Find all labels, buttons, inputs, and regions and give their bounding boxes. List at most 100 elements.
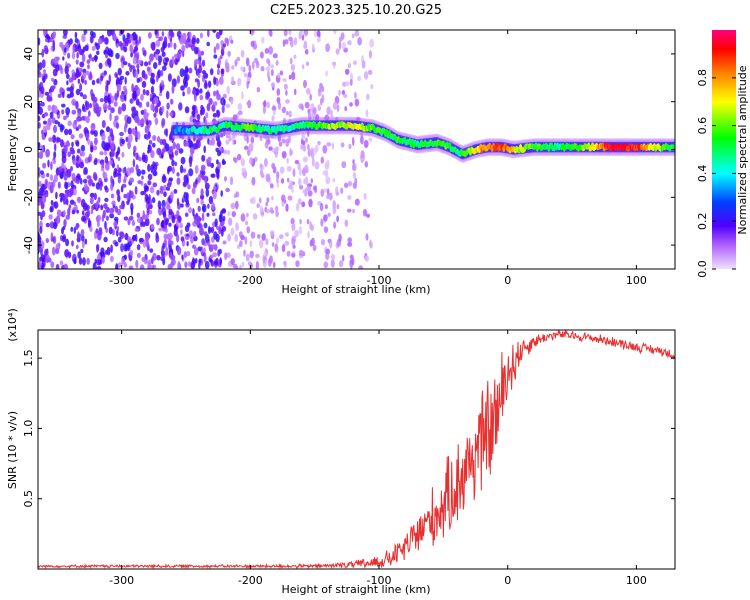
spectrogram-cell	[96, 219, 100, 228]
spectrogram-cell	[92, 145, 98, 151]
spectrogram-cell	[170, 31, 175, 38]
spectrogram-cell	[291, 253, 296, 258]
spectrogram-cell	[265, 238, 269, 246]
spectrogram-cell	[150, 103, 155, 111]
spectrogram-cell	[45, 148, 50, 158]
spectrogram-cell	[285, 99, 290, 104]
spectrogram-cell	[168, 208, 173, 215]
spectrogram-cell	[55, 263, 60, 269]
spectrogram-cell	[366, 213, 370, 218]
spectrogram-cell	[109, 112, 112, 121]
x-tick-label: -200	[238, 574, 263, 587]
spectrogram-cell	[131, 106, 137, 115]
spectrogram-cell	[286, 165, 292, 172]
spectrogram-cell	[153, 170, 158, 177]
spectrogram-cell	[305, 137, 308, 143]
spectrogram-cell	[165, 246, 169, 256]
spectrogram-cell	[226, 85, 230, 94]
spectrogram-cell	[297, 177, 302, 186]
spectrogram-cell	[153, 264, 157, 269]
spectrogram-cell	[368, 137, 373, 142]
spectrogram-cell	[225, 139, 230, 145]
spectrogram-cell	[168, 222, 172, 227]
spectrogram-cell	[76, 154, 80, 162]
spectrogram-cell	[125, 136, 129, 142]
spectrogram-cell	[73, 258, 77, 265]
spectrogram-cell	[307, 231, 310, 239]
spectrogram-cell	[298, 167, 302, 176]
spectrogram-cell	[123, 262, 128, 268]
spectrogram-cell	[187, 135, 191, 143]
spectrogram-cell	[314, 161, 320, 170]
spectrogram-cell	[201, 203, 207, 213]
spectrogram-cell	[93, 192, 98, 201]
spectrogram-cell	[84, 238, 88, 245]
spectrogram-cell	[219, 55, 223, 60]
spectrogram-cell	[221, 104, 225, 114]
spectrogram-cell	[162, 257, 166, 266]
spectrogram-cell	[303, 178, 307, 185]
spectrogram-cell	[304, 164, 309, 173]
spectrogram-cell	[303, 40, 308, 49]
spectrogram-cell	[135, 259, 139, 269]
spectrogram-cell	[250, 30, 255, 34]
x-tick-label: 100	[626, 574, 647, 587]
spectrogram-cell	[149, 264, 153, 269]
spectrogram-cell	[48, 137, 53, 142]
spectrogram-cell	[333, 30, 337, 35]
spectrogram-cell	[119, 231, 125, 239]
spectrogram-cell	[79, 83, 83, 92]
spectrogram-cell	[219, 132, 224, 138]
spectrogram-cell	[325, 176, 331, 185]
spectrogram-cell	[169, 112, 174, 117]
spectrogram-cell	[198, 258, 202, 264]
spectrogram-cell	[50, 261, 55, 269]
spectrogram-cell	[211, 202, 216, 211]
spectrogram-cell	[187, 261, 192, 267]
spectrogram-cell	[149, 186, 155, 194]
spectrogram-cell	[222, 160, 226, 165]
spectrogram-cell	[317, 104, 322, 112]
snr-y-multiplier: (x10⁴)	[6, 308, 19, 342]
spectrogram-cell	[285, 90, 288, 96]
spectrogram-cell	[349, 78, 353, 86]
spectrogram-cell	[107, 58, 112, 66]
spectrogram-cell	[216, 150, 222, 157]
spectrogram-cell	[53, 221, 58, 230]
spectrogram-cell	[210, 260, 215, 267]
spectrogram-cell	[179, 164, 184, 174]
spectrogram-cell	[127, 218, 131, 226]
spectrogram-cell	[61, 109, 65, 115]
spectrogram-cell	[53, 78, 58, 86]
spectrogram-cell	[231, 65, 235, 70]
spectrogram-cell	[349, 262, 353, 269]
spectrogram-cell	[67, 151, 72, 158]
spectrogram-cell	[38, 151, 44, 159]
spectrogram-cell	[311, 43, 315, 52]
spectrogram-cell	[211, 244, 216, 249]
spectrogram-cell	[222, 43, 227, 48]
spectrogram-cell	[288, 110, 292, 118]
spectrogram-cell	[147, 144, 151, 150]
spectrogram-cell	[42, 195, 46, 205]
spectrogram-cell	[123, 124, 127, 133]
spectrogram-cell	[208, 225, 211, 235]
spectrogram-cell	[209, 68, 214, 76]
spectrogram-cell	[85, 70, 90, 76]
spectrogram-cell	[144, 259, 148, 265]
spectrogram-cell	[271, 195, 274, 201]
spectrogram-cell	[46, 172, 50, 178]
spectrogram-cell	[246, 135, 249, 144]
spectrogram-cell	[69, 38, 73, 45]
spectrogram-cell	[230, 258, 235, 266]
spectrogram-cell	[88, 73, 93, 81]
spectrogram-cell	[162, 250, 166, 259]
spectrogram-cell	[330, 259, 335, 268]
spectrogram-cell	[331, 254, 335, 261]
spectrogram-cell	[161, 118, 166, 127]
spectrogram-cell	[346, 208, 352, 213]
spectrogram-cell	[204, 261, 210, 269]
spectrogram-cell	[81, 240, 85, 249]
spectrogram-cell	[200, 188, 204, 197]
